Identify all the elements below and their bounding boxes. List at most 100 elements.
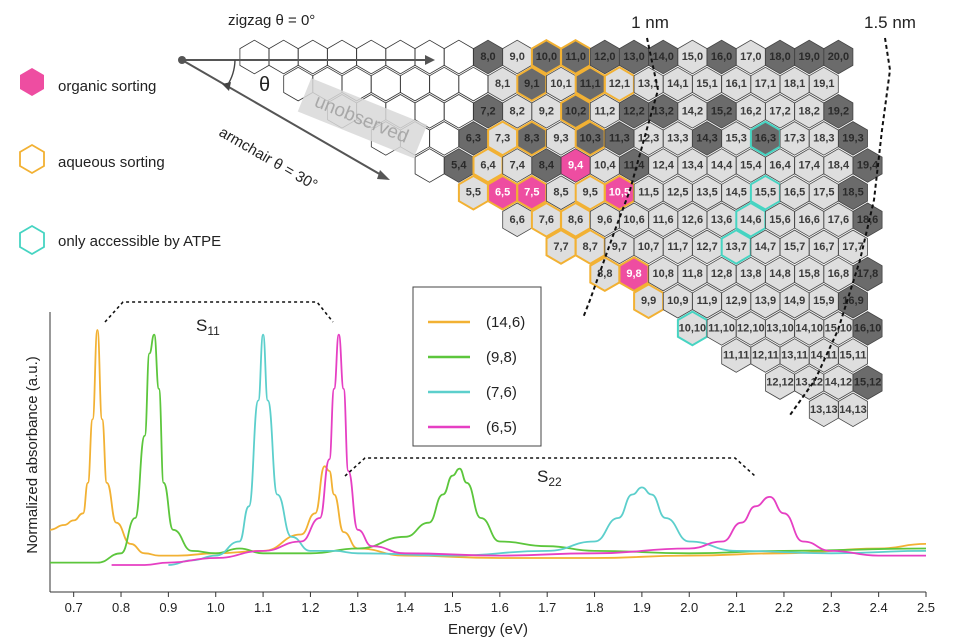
hex-cell-label: 15,12 [854,377,882,389]
hex-cell-shape [852,256,883,292]
hex-cell: 12,11 [750,338,781,373]
hex-cell: 17,5 [808,175,839,210]
hex-cell: 18,2 [794,94,825,129]
hex-cell-label: 7,4 [510,160,526,172]
hex-cell-label: 9,6 [597,214,612,226]
hex-cell: 16,2 [735,94,766,129]
hex-cell: 16,3 [749,120,781,157]
hex-cell: 19,2 [823,94,854,129]
hex-cell: 15,5 [749,174,781,211]
hex-cell: 19,3 [838,121,868,156]
x-tick-label: 2.5 [917,600,935,615]
hex-cell: 14,6 [735,201,767,238]
hex-cell: 11,9 [692,283,722,319]
hex-cell-label: 14,12 [825,377,853,389]
hex-cell-label: 15,0 [682,51,703,63]
hex-cell: 15,0 [677,39,708,75]
x-tick-label: 2.2 [775,600,793,615]
hex-cell-shape [838,121,868,156]
hex-cell: 10,2 [560,93,592,130]
hex-cell: 11,0 [560,39,592,75]
hex-cell-label: 14,4 [711,160,733,172]
hex-cell-label: 9,5 [583,187,598,199]
hex-cell-label: 6,6 [510,214,525,226]
hex-cell-label: 12,6 [682,214,703,226]
diameter-1nm-line [582,37,660,319]
hex-cell-label: 14,7 [755,241,776,253]
hex-cell-shape [838,392,868,428]
legend-entry: (6,5) [486,419,517,436]
x-tick-label: 2.4 [870,600,888,615]
hex-cell: 7,7 [545,228,577,265]
hex-cell-label: 7,5 [524,187,539,199]
hex-cell: 14,13 [838,392,868,428]
hex-cell-label: 10,6 [623,214,644,226]
hex-cell-label: 11,7 [667,241,688,253]
hex-cell-label: 12,7 [696,241,717,253]
hex-cell: 10,6 [619,202,649,238]
hex-cell: 13,3 [662,121,693,156]
hex-cell-label: 13,2 [652,105,673,117]
x-tick-label: 2.3 [822,600,840,615]
hex-cell: 11,5 [633,175,664,210]
hex-cell: 15,12 [852,365,883,400]
hex-cell-label: 8,4 [539,160,555,172]
hex-cell: 19,4 [852,148,883,183]
hex-cell: 16,9 [838,283,868,319]
hex-cell: 10,10 [676,310,708,347]
series-line-(6,5) [111,333,926,566]
hex-cell-label: 14,3 [696,132,717,144]
x-tick-label: 1.7 [538,600,556,615]
hex-cell-label: 14,11 [810,349,837,361]
hex-cell-label: 17,4 [798,160,820,172]
hex-cell-label: 10,4 [594,160,616,172]
atpe-legend-label: only accessible by ATPE [58,233,221,250]
hex-cell-label: 11,5 [638,187,659,199]
hex-cell: 12,0 [589,39,620,75]
hex-cell-label: 15,11 [840,349,867,361]
hex-cell: 13,9 [750,283,781,319]
series-line-(9,8) [50,333,927,564]
hex-cell: 9,3 [546,121,576,156]
hex-cell: 17,0 [735,39,766,75]
hex-cell-label: 9,8 [626,268,641,280]
hex-cell-label: 8,3 [524,132,539,144]
hex-cell: 12,10 [735,311,766,346]
hex-cell-label: 18,2 [798,105,819,117]
hex-cell: 13,10 [765,311,795,346]
hex-cell: 16,8 [823,256,854,292]
x-tick-label: 1.0 [207,600,225,615]
hex-cell: 13,8 [735,256,766,292]
hex-cell-label: 14,10 [795,322,823,334]
hex-cell-label: 10,7 [638,241,659,253]
hex-cell: 11,6 [648,202,679,238]
hex-cell-label: 14,0 [652,51,673,63]
hex-cell-label: 16,3 [755,132,776,144]
hex-cell: 5,4 [443,148,474,183]
legend-top: organic sorting aqueous sorting only acc… [19,68,221,256]
hex-cell-label: 16,0 [711,51,732,63]
hex-cell-shape [838,338,868,373]
hex-cell-label: 15,2 [711,105,732,117]
hex-cell-label: 9,4 [568,160,584,172]
hex-cell-label: 13,10 [766,322,794,334]
hex-cell: 7,2 [473,94,503,129]
x-tick-label: 1.8 [586,600,604,615]
zigzag-label: zigzag θ = 0° [228,12,315,29]
hex-cell-label: 20,0 [828,51,849,63]
hex-cell: 18,5 [838,175,868,210]
hex-cell-label: 16,9 [842,295,863,307]
hex-cell-label: 8,7 [583,241,598,253]
empty-hex [458,66,489,102]
diameter-15nm-line [789,37,892,416]
x-axis-label: Energy (eV) [448,621,528,638]
y-axis-label: Normalized absorbance (a.u.) [24,356,41,554]
s11-label: S11 [196,316,220,338]
hex-cell-label: 11,1 [580,78,601,90]
hex-cell: 14,5 [721,175,752,210]
hex-cell-label: 7,6 [539,214,554,226]
hex-cell-label: 18,4 [828,160,850,172]
hex-cell-label: 15,6 [769,214,790,226]
hex-cell: 16,1 [721,66,752,102]
hex-cell: 9,6 [589,202,620,238]
